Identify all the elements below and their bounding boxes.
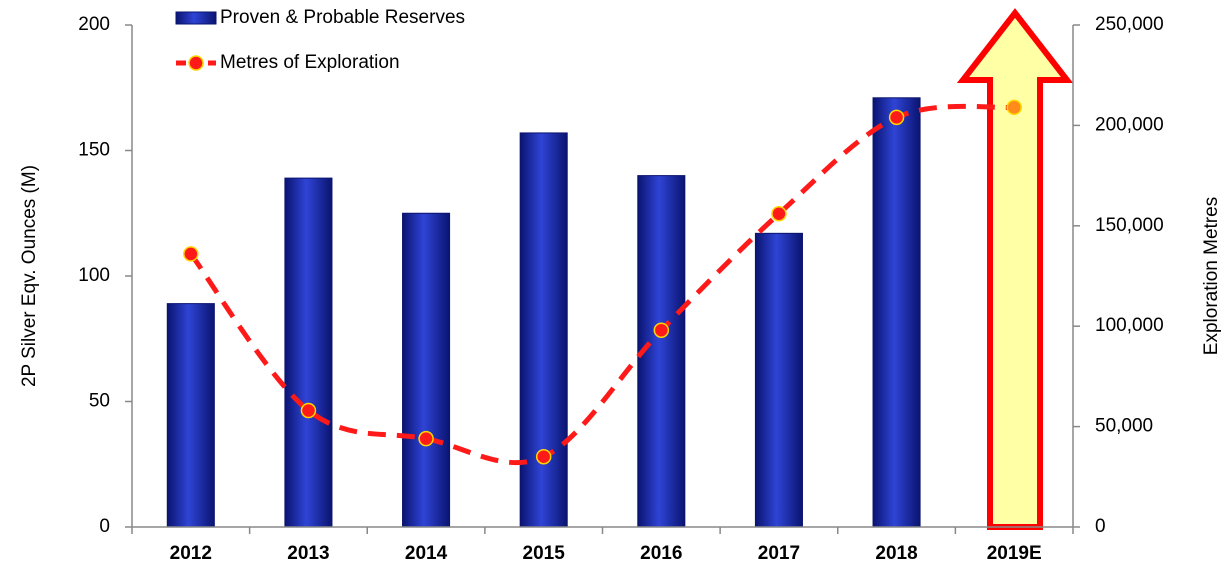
y-tick-label: 150 xyxy=(78,140,110,161)
legend-swatch xyxy=(175,11,217,25)
x-tick-label: 2013 xyxy=(287,543,329,563)
highlight-arrow xyxy=(956,8,1074,530)
bar xyxy=(754,232,803,528)
line-marker xyxy=(418,430,434,447)
y2-tick-label: 150,000 xyxy=(1095,215,1164,236)
y-tick-label: 50 xyxy=(89,391,110,412)
x-tick-label: 2018 xyxy=(875,543,917,563)
line-marker xyxy=(888,109,905,126)
y2-axis-label: Exploration Metres xyxy=(1201,197,1222,355)
line xyxy=(188,103,1015,466)
bar xyxy=(284,177,333,528)
y2-tick-label: 100,000 xyxy=(1095,315,1164,336)
x-tick-label: 2015 xyxy=(523,543,566,563)
line-marker xyxy=(771,206,787,222)
y2-tick-label: 0 xyxy=(1095,516,1106,537)
x-tick-label: 2016 xyxy=(640,543,682,563)
y-tick-label: 0 xyxy=(99,516,110,537)
line-marker xyxy=(653,322,670,338)
x-tick-label: 2017 xyxy=(758,543,800,563)
legend-marker xyxy=(188,55,204,71)
line-marker xyxy=(183,246,199,262)
bar xyxy=(166,303,215,528)
y-axis-label: 2P Silver Eqv. Ounces (M) xyxy=(19,165,40,387)
x-tick-label: 2019E xyxy=(987,543,1042,563)
legend-label: Proven & Probable Reserves xyxy=(220,7,465,28)
line-marker xyxy=(535,448,552,465)
y-tick-label: 200 xyxy=(78,14,110,35)
y-tick-label: 100 xyxy=(78,265,110,286)
line-marker xyxy=(1006,99,1022,116)
bar xyxy=(519,132,568,528)
y2-tick-label: 250,000 xyxy=(1095,14,1164,35)
x-tick-label: 2014 xyxy=(405,543,448,563)
y2-tick-label: 200,000 xyxy=(1095,114,1164,135)
bar xyxy=(872,97,921,528)
legend-label: Metres of Exploration xyxy=(220,52,400,73)
bar xyxy=(402,212,451,528)
line-marker xyxy=(300,402,317,419)
y2-tick-label: 50,000 xyxy=(1095,416,1153,437)
x-tick-label: 2012 xyxy=(170,543,212,563)
